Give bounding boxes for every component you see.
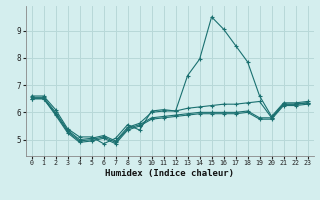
X-axis label: Humidex (Indice chaleur): Humidex (Indice chaleur)	[105, 169, 234, 178]
